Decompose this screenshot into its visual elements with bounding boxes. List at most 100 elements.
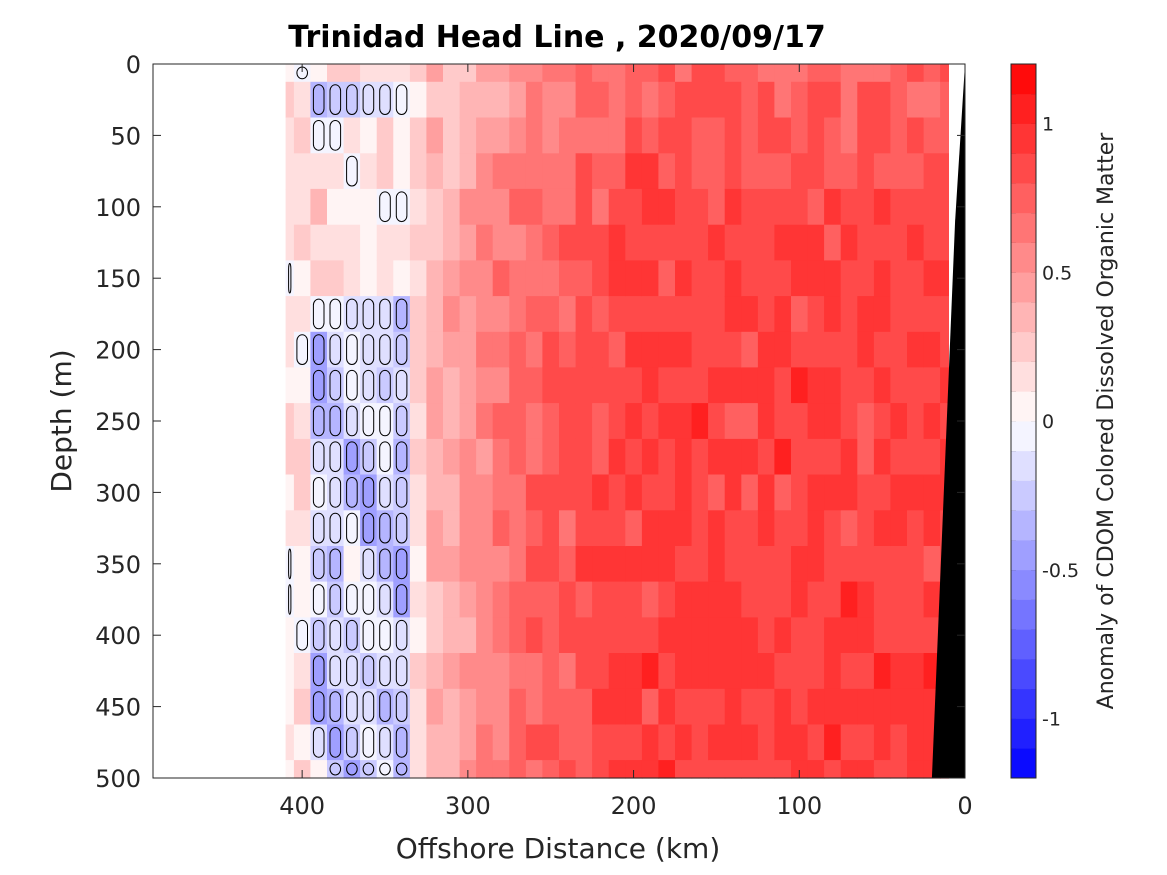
heatmap-cell [542,760,560,779]
heatmap-cell [310,224,328,261]
heatmap-cell [575,224,593,261]
heatmap-cell [327,153,345,190]
heatmap-cell [542,153,560,190]
heatmap-cell [592,724,610,761]
zero-contour [346,477,358,508]
zero-contour [312,691,325,722]
heatmap-cell [409,438,428,476]
heatmap-cell [873,546,892,583]
x-tick-label: 300 [445,792,491,820]
heatmap-cell [724,296,742,333]
heatmap-cell [691,546,709,583]
heatmap-cell [360,581,378,618]
heatmap-cell [310,438,328,476]
heatmap-cell [285,296,295,333]
heatmap-cell [285,438,295,476]
heatmap-cell [575,474,593,511]
heatmap-cell [907,617,925,654]
heatmap-cell [459,474,477,511]
zero-contour [362,512,375,544]
zero-contour [395,512,408,544]
chart-title: Trinidad Head Line , 2020/09/17 [288,20,825,55]
heatmap-cell [890,760,908,779]
heatmap-cell [741,260,759,297]
heatmap-cell [376,438,394,476]
heatmap-cell [542,688,560,726]
heatmap-cell [509,153,527,190]
heatmap-cell [824,331,842,369]
heatmap-cell [724,367,742,404]
heatmap-cell [907,688,925,726]
heatmap-cell [360,438,378,476]
heatmap-cell [708,188,726,226]
heatmap-cell [575,546,593,583]
colorbar-swatches [1011,63,1036,779]
colorbar-swatch [1011,599,1036,630]
heatmap-cell [459,724,477,761]
heatmap-cell [840,64,858,83]
heatmap-cell [476,81,494,119]
heatmap-cell [426,546,444,583]
zero-contour [379,762,391,776]
heatmap-cell [310,474,328,511]
heatmap-cell [873,188,892,226]
heatmap-cell [542,510,560,547]
heatmap-cell [791,296,809,333]
heatmap-cell [625,688,643,726]
heatmap-cell [426,331,444,369]
heatmap-cell [443,224,461,261]
heatmap-cell [625,331,643,369]
heatmap-cell [509,510,527,547]
heatmap-cell [285,403,295,440]
heatmap-cell [824,474,842,511]
heatmap-cell [807,64,825,83]
heatmap-cell [675,260,693,297]
heatmap-cell [807,367,825,404]
heatmap-cell [542,224,560,261]
zero-contour [362,655,375,687]
heatmap-cell [608,581,626,618]
heatmap-cell [376,474,394,511]
heatmap-cell [476,474,494,511]
heatmap-cell [641,581,660,618]
heatmap-cell [293,617,312,654]
heatmap-cell [559,188,577,226]
heatmap-cell [791,760,809,779]
zero-contour [312,727,325,758]
heatmap-cell [393,688,411,726]
heatmap-cell [675,367,693,404]
heatmap-cell [608,510,626,547]
heatmap-cell [426,760,444,779]
heatmap-cell [923,117,941,154]
heatmap-cell [443,296,461,333]
y-tick-label: 200 [95,337,141,365]
zero-contour [362,334,375,365]
heatmap-cell [443,367,461,404]
zero-contour [329,405,342,437]
heatmap-cell [559,760,577,779]
heatmap-cell [608,653,626,690]
heatmap-cell [376,510,394,547]
heatmap-cell [393,474,411,511]
heatmap-cell [658,688,676,726]
heatmap-cell [376,724,394,761]
heatmap-cell [724,331,742,369]
heatmap-cell [658,296,676,333]
heatmap-cell [426,296,444,333]
zero-contour [346,655,358,687]
colorbar-swatch [1011,123,1036,154]
heatmap-cell [476,760,494,779]
heatmap-cell [542,296,560,333]
heatmap-cell [840,760,858,779]
heatmap-cell [327,331,345,369]
heatmap-cell [327,474,345,511]
colorbar-label: Anomaly of CDOM Colored Dissolved Organi… [1094,132,1119,710]
heatmap-cell [791,653,809,690]
heatmap-cell [757,510,776,547]
heatmap-cell [890,510,908,547]
heatmap-cell [608,617,626,654]
colorbar-swatch [1011,421,1036,452]
heatmap-cell [907,510,925,547]
heatmap-cell [343,331,361,369]
heatmap-cell [940,188,949,226]
